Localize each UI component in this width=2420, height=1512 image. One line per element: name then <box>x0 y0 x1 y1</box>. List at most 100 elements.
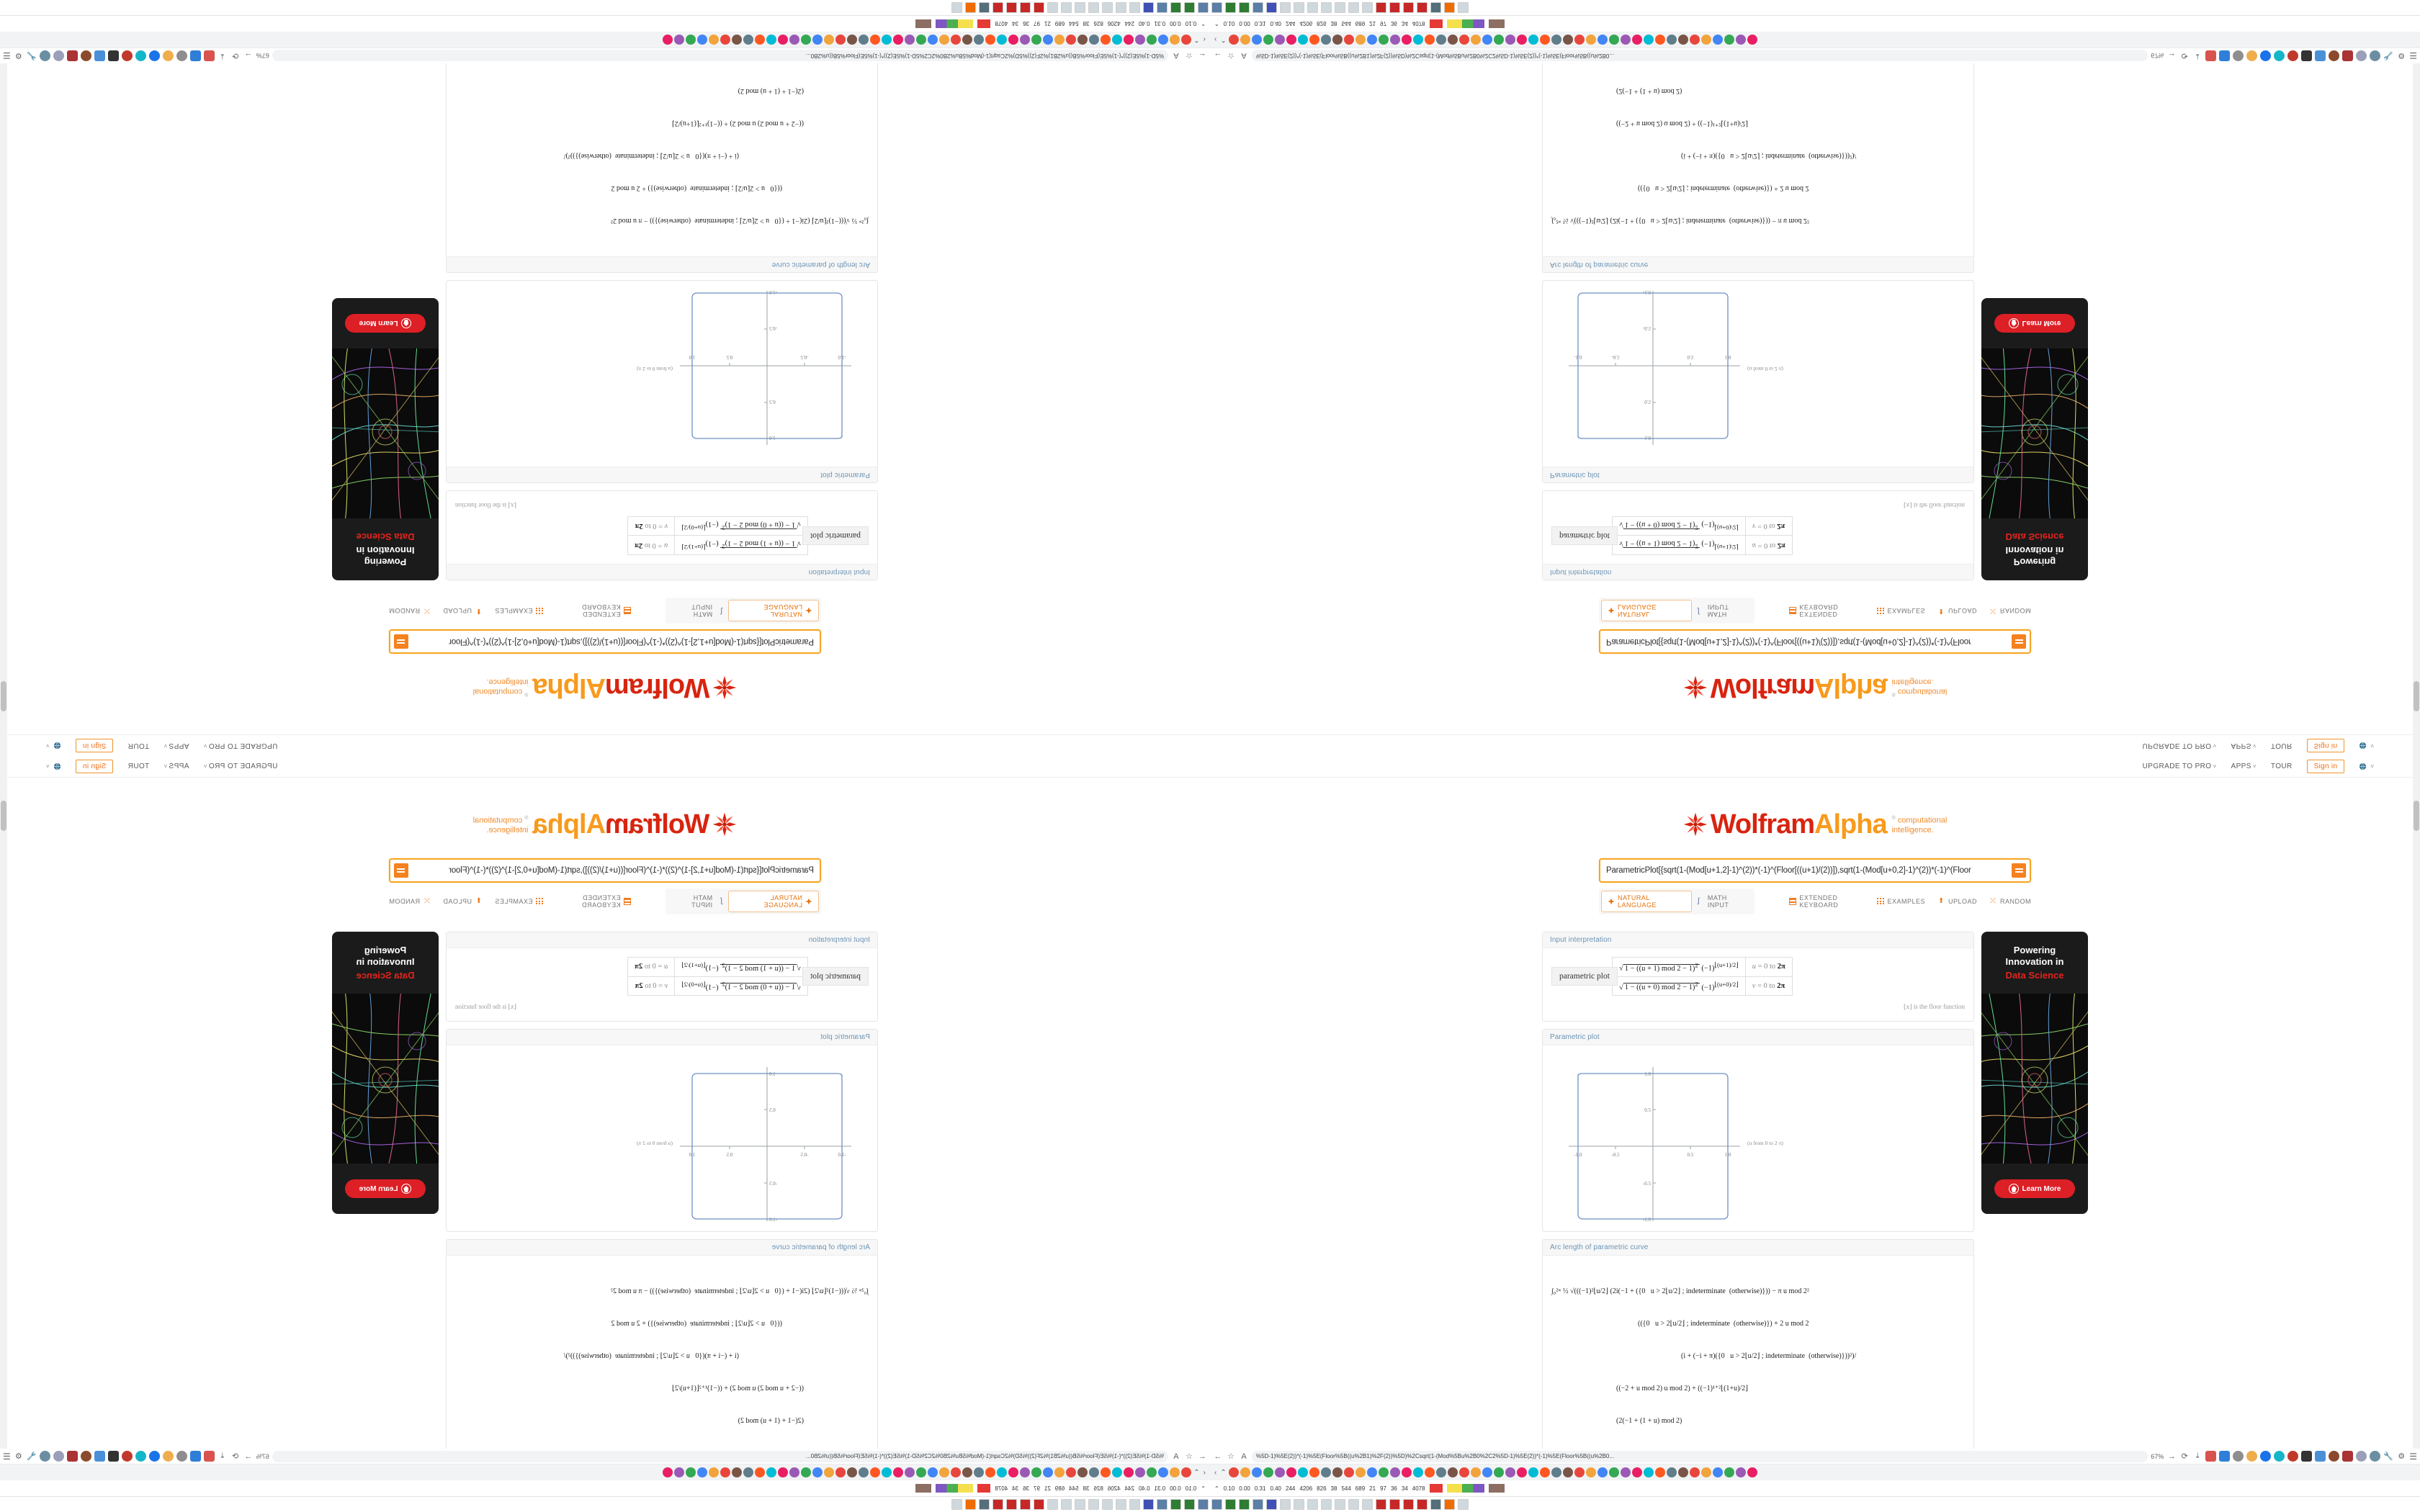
taskbar-icon[interactable] <box>1294 2 1304 13</box>
promo-card[interactable]: Powering Innovation in Data Science <box>1981 932 2088 1214</box>
extension-icon[interactable] <box>2246 50 2258 61</box>
taskbar-icon[interactable] <box>1143 1499 1154 1510</box>
browser-tab[interactable] <box>663 1467 673 1477</box>
taskbar-icon[interactable] <box>1280 2 1291 13</box>
taskbar-icon[interactable] <box>1403 1499 1414 1510</box>
translate-icon[interactable]: A <box>1173 51 1179 60</box>
browser-tab[interactable] <box>870 1467 881 1477</box>
taskbar-icon[interactable] <box>1348 2 1359 13</box>
browser-tab[interactable] <box>1343 35 1354 45</box>
hamburger-menu-icon[interactable]: ☰ <box>3 50 11 61</box>
browser-tab[interactable] <box>951 35 962 45</box>
browser-tab[interactable] <box>1689 35 1700 45</box>
browser-tab[interactable] <box>985 35 996 45</box>
taskbar-icon[interactable] <box>1102 2 1113 13</box>
browser-tab[interactable] <box>778 35 789 45</box>
taskbar-icon[interactable] <box>1348 1499 1359 1510</box>
browser-tab[interactable] <box>1020 1467 1031 1477</box>
chevron-up-icon[interactable]: ⌃ <box>1220 35 1227 44</box>
language-selector[interactable]: ˅ <box>46 762 61 770</box>
browser-tab[interactable] <box>709 1467 720 1477</box>
extension-icon[interactable] <box>121 1451 133 1462</box>
browser-tab[interactable] <box>1286 35 1296 45</box>
parametric-plot-chart[interactable]: -1.0 -0.5 0.5 1.0 <box>465 1054 869 1224</box>
browser-tab[interactable] <box>1251 35 1262 45</box>
browser-tab[interactable] <box>974 1467 985 1477</box>
taskbar-icon[interactable] <box>1047 2 1058 13</box>
browser-tab[interactable] <box>697 35 708 45</box>
taskbar-icon[interactable] <box>1225 2 1236 13</box>
zoom-level-indicator[interactable]: 67% <box>256 52 269 60</box>
taskbar-icon[interactable] <box>1430 1499 1441 1510</box>
browser-tab[interactable] <box>1677 35 1688 45</box>
browser-tab[interactable] <box>1435 1467 1446 1477</box>
browser-tab[interactable] <box>1135 35 1146 45</box>
extension-icon[interactable] <box>107 50 119 61</box>
address-bar[interactable]: ...%5D-1)%5E(2))*(-1)%5E(Floor%5B((u%2B1… <box>1252 50 2148 62</box>
sign-in-button[interactable]: Sign in <box>75 760 114 773</box>
action-extended-keyboard[interactable]: EXTENDED KEYBOARD <box>556 894 631 909</box>
chevron-left-icon[interactable]: ‹ <box>1214 1468 1217 1477</box>
mode-math-input[interactable]: ∫ MATH INPUT <box>1692 891 1752 912</box>
browser-tab[interactable] <box>1263 1467 1273 1477</box>
taskbar-icon[interactable] <box>1006 2 1017 13</box>
mode-natural-language[interactable]: NATURAL LANGUAGE <box>1601 600 1692 621</box>
browser-tab[interactable] <box>1654 35 1665 45</box>
extension-icon[interactable] <box>189 1451 201 1462</box>
taskbar-icon[interactable] <box>1034 1499 1044 1510</box>
browser-tab[interactable] <box>789 1467 800 1477</box>
browser-tab[interactable] <box>1401 1467 1412 1477</box>
taskbar-icon[interactable] <box>1047 1499 1058 1510</box>
extension-icon[interactable] <box>162 1451 174 1462</box>
translate-icon[interactable]: A <box>1241 1452 1247 1461</box>
browser-tab[interactable] <box>1505 1467 1515 1477</box>
browser-tab[interactable] <box>1240 35 1250 45</box>
taskbar-icon[interactable] <box>1184 1499 1195 1510</box>
browser-tab[interactable] <box>1412 35 1423 45</box>
browser-tab[interactable] <box>1389 35 1400 45</box>
browser-tab[interactable] <box>755 35 766 45</box>
taskbar-icon[interactable] <box>1307 1499 1318 1510</box>
back-arrow-icon[interactable]: ← <box>1198 1452 1206 1461</box>
action-examples[interactable]: EXAMPLES <box>495 898 543 905</box>
browser-tab[interactable] <box>1470 35 1481 45</box>
gear-icon[interactable]: ⚙ <box>14 1452 22 1461</box>
extension-icon[interactable] <box>148 1451 160 1462</box>
taskbar-icon[interactable] <box>1321 2 1332 13</box>
extension-icon[interactable] <box>2233 50 2244 61</box>
forward-arrow-icon[interactable]: → <box>244 1452 253 1461</box>
browser-tab[interactable] <box>1366 35 1377 45</box>
wrench-icon[interactable]: 🔧 <box>26 51 37 60</box>
browser-tab[interactable] <box>1228 35 1239 45</box>
forward-arrow-icon[interactable]: → <box>244 51 253 60</box>
nav-tour[interactable]: TOUR <box>127 762 149 770</box>
browser-tab[interactable] <box>1666 35 1677 45</box>
browser-tab[interactable] <box>1724 1467 1734 1477</box>
back-arrow-icon[interactable]: ← <box>1214 1452 1222 1461</box>
scrollbar-thumb[interactable] <box>2414 681 2419 711</box>
action-extended-keyboard[interactable]: EXTENDED KEYBOARD <box>1789 603 1864 618</box>
extension-icon[interactable] <box>94 50 105 61</box>
language-selector[interactable]: ˅ <box>2359 762 2374 770</box>
logo-area[interactable]: WolframAlpha ® computational intelligenc… <box>1210 811 2420 838</box>
taskbar-icon[interactable] <box>1239 2 1250 13</box>
download-icon[interactable]: ⤓ <box>2195 52 2200 60</box>
browser-tab[interactable] <box>1054 1467 1065 1477</box>
browser-tab[interactable] <box>1158 1467 1169 1477</box>
browser-tab[interactable] <box>1181 35 1192 45</box>
mode-natural-language[interactable]: NATURAL LANGUAGE <box>1601 891 1692 912</box>
action-examples[interactable]: EXAMPLES <box>1877 898 1925 905</box>
back-arrow-icon[interactable]: ← <box>1198 51 1206 60</box>
browser-tab[interactable] <box>1424 1467 1435 1477</box>
browser-tab[interactable] <box>1332 35 1343 45</box>
browser-tab[interactable] <box>1366 1467 1377 1477</box>
taskbar-icon[interactable] <box>1389 2 1400 13</box>
logo-area[interactable]: WolframAlpha ® computational intelligenc… <box>0 672 1210 703</box>
browser-tab[interactable] <box>1724 35 1734 45</box>
action-upload[interactable]: ⬆ UPLOAD <box>443 897 482 905</box>
parametric-plot-chart[interactable]: -1.0 -0.5 0.5 1.0 <box>1551 288 1955 458</box>
page-scrollbar[interactable] <box>2413 756 2420 1480</box>
taskbar-icon[interactable] <box>1430 2 1441 13</box>
wrench-icon[interactable]: 🔧 <box>26 1452 37 1461</box>
extension-icon[interactable] <box>2356 1451 2367 1462</box>
